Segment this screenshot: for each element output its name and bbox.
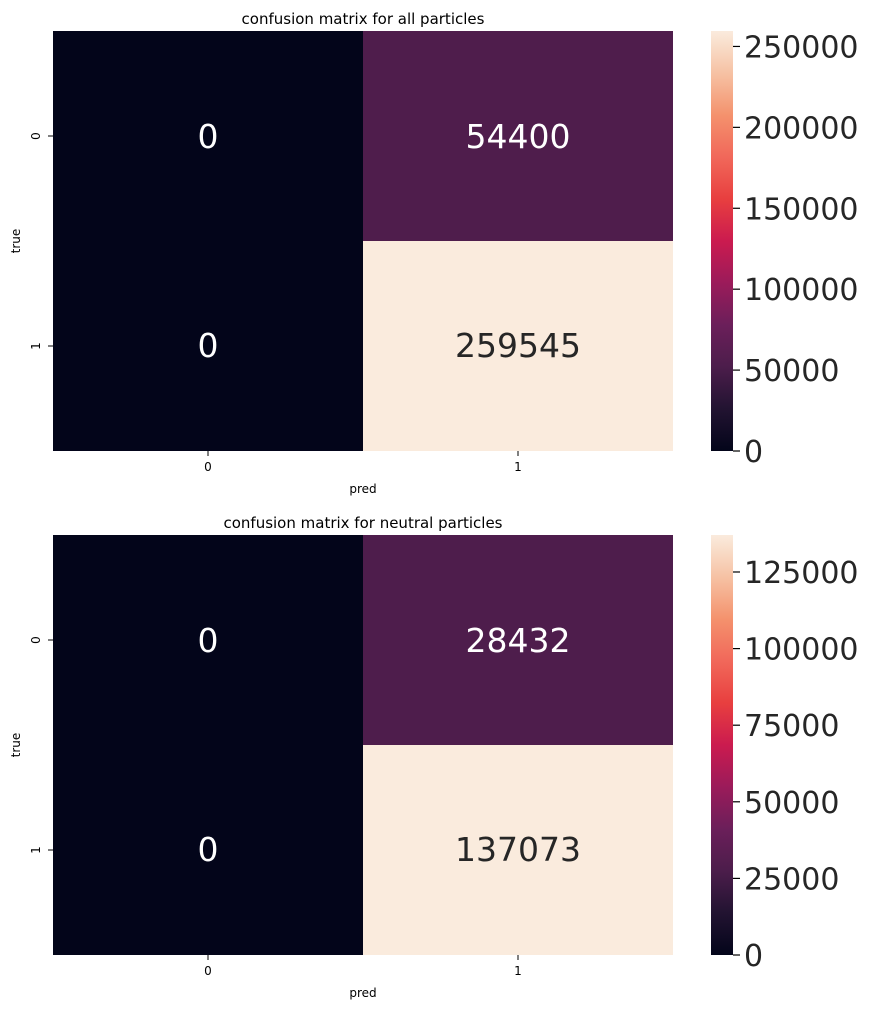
y-tick-label-1: 1 [29, 342, 43, 350]
y-axis-label: true [9, 733, 23, 758]
colorbar-tick-label: 75000 [744, 709, 839, 744]
colorbar-tick-label: 100000 [744, 273, 859, 308]
colorbar-tick-label: 250000 [744, 30, 859, 65]
x-tick-label-1: 1 [514, 964, 522, 978]
cell-labels: 0 28432 0 137073 [198, 621, 581, 869]
cell-label-0-0: 0 [198, 621, 219, 660]
cell-0-1 [363, 535, 673, 745]
cell-1-0 [53, 745, 363, 955]
x-axis: 0 1 pred [204, 955, 522, 1000]
heatmap-cells [53, 31, 673, 451]
colorbar-gradient [711, 535, 733, 955]
colorbar-tick-label: 50000 [744, 786, 839, 821]
chart-title: confusion matrix for neutral particles [223, 514, 502, 532]
colorbar-tick-label: 125000 [744, 556, 859, 591]
colorbar: 0 25000 50000 75000 100000 125000 [711, 535, 859, 974]
y-axis: 0 1 true [9, 132, 53, 350]
chart-title: confusion matrix for all particles [242, 10, 485, 28]
x-axis: 0 1 pred [204, 451, 522, 496]
colorbar-ticks: 0 50000 100000 150000 200000 250000 [733, 30, 859, 470]
colorbar-ticks: 0 25000 50000 75000 100000 125000 [733, 556, 859, 974]
cell-labels: 0 54400 0 259545 [198, 117, 581, 365]
cell-1-1 [363, 745, 673, 955]
cell-1-1 [363, 241, 673, 451]
cell-0-1 [363, 31, 673, 241]
y-tick-label-0: 0 [29, 132, 43, 140]
cell-label-1-1: 259545 [455, 326, 581, 365]
cell-label-1-1: 137073 [455, 830, 581, 869]
colorbar-tick-label: 25000 [744, 862, 839, 897]
colorbar-tick-label: 0 [744, 435, 763, 470]
cell-label-1-0: 0 [198, 326, 219, 365]
cell-label-1-0: 0 [198, 830, 219, 869]
cell-0-0 [53, 535, 363, 745]
x-axis-label: pred [349, 986, 376, 1000]
heatmap-panel-2: confusion matrix for neutral particles 0… [9, 514, 859, 1000]
y-axis-label: true [9, 229, 23, 254]
y-tick-label-1: 1 [29, 846, 43, 854]
colorbar-tick-label: 150000 [744, 192, 859, 227]
cell-0-0 [53, 31, 363, 241]
colorbar-tick-label: 200000 [744, 111, 859, 146]
heatmap-cells [53, 535, 673, 955]
colorbar-tick-label: 100000 [744, 633, 859, 668]
y-axis: 0 1 true [9, 636, 53, 854]
cell-label-0-0: 0 [198, 117, 219, 156]
cell-label-0-1: 54400 [466, 117, 571, 156]
colorbar-gradient [711, 31, 733, 451]
colorbar: 0 50000 100000 150000 200000 250000 [711, 30, 859, 470]
colorbar-tick-label: 50000 [744, 354, 839, 389]
cell-1-0 [53, 241, 363, 451]
heatmap-panel-1: confusion matrix for all particles 0 544… [9, 10, 859, 496]
x-tick-label-0: 0 [204, 460, 212, 474]
x-tick-label-1: 1 [514, 460, 522, 474]
cell-label-0-1: 28432 [466, 621, 571, 660]
y-tick-label-0: 0 [29, 636, 43, 644]
x-tick-label-0: 0 [204, 964, 212, 978]
x-axis-label: pred [349, 482, 376, 496]
colorbar-tick-label: 0 [744, 939, 763, 974]
